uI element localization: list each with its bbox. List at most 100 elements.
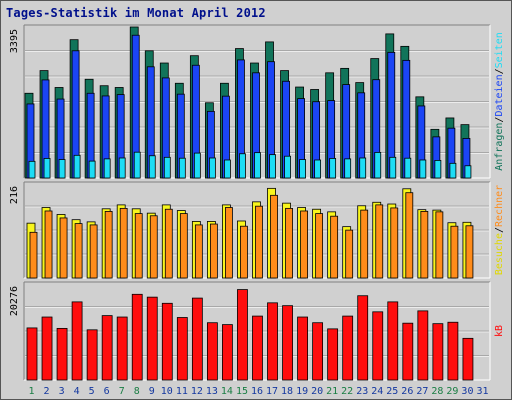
x-tick-label: 6 bbox=[104, 386, 110, 397]
bar-rechner bbox=[450, 225, 459, 279]
x-tick-label: 16 bbox=[251, 386, 263, 397]
bar-rechner bbox=[194, 224, 203, 279]
bar-kb bbox=[282, 305, 293, 381]
bar-rechner bbox=[44, 210, 53, 279]
x-tick-label: 17 bbox=[266, 386, 278, 397]
x-tick-label: 4 bbox=[74, 386, 80, 397]
bar-seiten bbox=[28, 160, 36, 179]
bar-rechner bbox=[270, 194, 278, 279]
bar-seiten bbox=[178, 157, 186, 179]
x-tick-label: 11 bbox=[176, 386, 188, 397]
bar-rechner bbox=[119, 207, 128, 279]
bar-kb bbox=[327, 328, 339, 381]
chart-title: Tages-Statistik im Monat April 2012 bbox=[6, 6, 266, 20]
bar-kb bbox=[146, 296, 158, 381]
bar-seiten bbox=[88, 160, 96, 179]
bar-seiten bbox=[344, 158, 352, 179]
bar-seiten bbox=[269, 154, 276, 179]
bar-kb bbox=[116, 316, 128, 381]
bar-kb bbox=[176, 317, 188, 381]
bar-seiten bbox=[118, 157, 126, 179]
bar-kb bbox=[387, 301, 399, 381]
bar-kb bbox=[56, 327, 68, 381]
x-tick-label: 10 bbox=[161, 386, 173, 397]
bar-seiten bbox=[193, 152, 201, 179]
bar-seiten bbox=[224, 159, 231, 179]
y-label-hits-max: 3395 bbox=[9, 29, 20, 53]
x-tick-label: 29 bbox=[446, 386, 458, 397]
bar-seiten bbox=[163, 156, 171, 179]
bar-kb bbox=[222, 324, 233, 381]
bar-rechner bbox=[435, 211, 444, 279]
x-tick-label: 25 bbox=[386, 386, 398, 397]
bar-rechner bbox=[104, 211, 113, 279]
bar-seiten bbox=[434, 160, 442, 179]
legend-visits: Besuche/Rechner bbox=[494, 185, 505, 275]
bar-rechner bbox=[179, 213, 188, 279]
x-tick-label: 13 bbox=[206, 386, 218, 397]
bar-seiten bbox=[208, 157, 216, 179]
bar-kb bbox=[86, 329, 98, 381]
x-tick-label: 14 bbox=[221, 386, 233, 397]
bar-rechner bbox=[29, 231, 38, 279]
bar-kb bbox=[372, 311, 384, 381]
x-tick-label: 5 bbox=[89, 386, 95, 397]
bar-rechner bbox=[209, 223, 218, 279]
bar-seiten bbox=[329, 158, 337, 179]
legend-entry: / bbox=[494, 227, 505, 233]
legend-entry: Besuche bbox=[494, 233, 505, 275]
x-tick-label: 15 bbox=[236, 386, 248, 397]
x-tick-label: 31 bbox=[476, 386, 488, 397]
bar-seiten bbox=[464, 165, 472, 179]
bar-seiten bbox=[299, 159, 306, 179]
x-tick-label: 12 bbox=[191, 386, 203, 397]
legend-entry: Dateien bbox=[494, 74, 505, 116]
x-tick-label: 8 bbox=[134, 386, 140, 397]
bar-rechner bbox=[89, 224, 98, 279]
bar-rechner bbox=[59, 217, 68, 279]
bar-rechner bbox=[375, 204, 384, 279]
bar-kb bbox=[402, 322, 414, 381]
bar-rechner bbox=[225, 207, 233, 279]
bar-kb bbox=[41, 316, 53, 381]
x-tick-label: 30 bbox=[461, 386, 473, 397]
bar-seiten bbox=[133, 151, 141, 179]
bar-seiten bbox=[43, 158, 51, 179]
bar-rechner bbox=[74, 223, 83, 279]
bar-seiten bbox=[449, 162, 457, 179]
bar-kb bbox=[71, 301, 83, 381]
bar-kb bbox=[191, 297, 203, 381]
bar-rechner bbox=[240, 225, 248, 279]
legend-entry: Seiten bbox=[494, 32, 505, 68]
bar-kb bbox=[26, 327, 38, 381]
bar-seiten bbox=[284, 155, 291, 179]
legend-entry: Anfragen bbox=[494, 123, 505, 171]
x-tick-label: 20 bbox=[311, 386, 323, 397]
bar-rechner bbox=[300, 210, 308, 279]
bar-rechner bbox=[255, 205, 263, 279]
legend-entry: / bbox=[494, 68, 505, 74]
x-tick-label: 22 bbox=[341, 386, 353, 397]
legend-entry: / bbox=[494, 117, 505, 123]
bar-rechner bbox=[390, 207, 399, 279]
bar-kb bbox=[161, 302, 173, 381]
bar-seiten bbox=[374, 152, 382, 179]
y-label-kb-max: 20276 bbox=[9, 286, 20, 316]
x-tick-label: 3 bbox=[59, 386, 65, 397]
bar-kb bbox=[447, 321, 459, 381]
x-tick-label: 26 bbox=[401, 386, 413, 397]
bar-seiten bbox=[148, 155, 156, 179]
bar-rechner bbox=[420, 211, 429, 279]
x-tick-label: 18 bbox=[281, 386, 293, 397]
y-label-visits-max: 216 bbox=[9, 186, 20, 204]
bar-seiten bbox=[239, 153, 246, 179]
bar-rechner bbox=[345, 229, 354, 279]
x-tick-label: 27 bbox=[416, 386, 428, 397]
x-tick-label: 9 bbox=[149, 386, 155, 397]
bar-kb bbox=[237, 289, 248, 381]
bar-kb bbox=[432, 323, 444, 381]
bar-rechner bbox=[285, 207, 293, 279]
legend-entry: kB bbox=[494, 325, 505, 337]
bar-kb bbox=[297, 316, 308, 381]
